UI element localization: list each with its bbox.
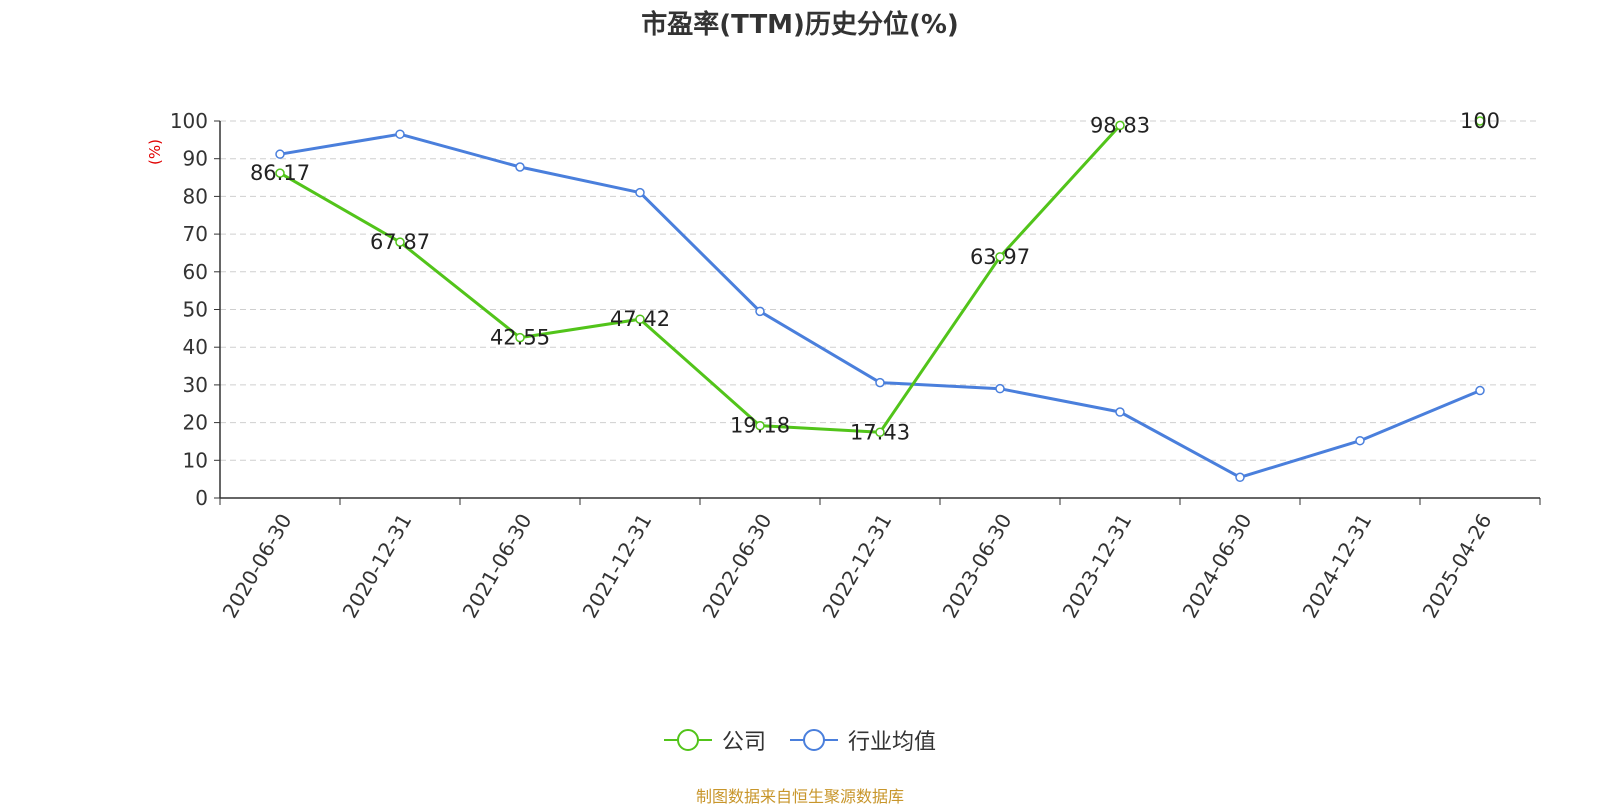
legend-item-industry[interactable]: 行业均值 bbox=[790, 724, 936, 756]
data-point-company bbox=[515, 332, 525, 343]
legend: 公司 行业均值 bbox=[0, 724, 1600, 756]
data-label: 100 bbox=[1460, 109, 1500, 133]
x-tick-label: 2023-12-31 bbox=[1058, 510, 1137, 623]
y-tick-label: 40 bbox=[183, 335, 208, 359]
axes: 0 10 20 30 40 50 60 70 80 90 100 2020-06-30 2020-12-… bbox=[170, 109, 1541, 623]
x-tick-label: 2024-12-31 bbox=[1298, 510, 1377, 623]
legend-label-company: 公司 bbox=[721, 730, 766, 755]
x-tick-label: 2022-12-31 bbox=[818, 510, 897, 623]
data-point-company bbox=[395, 237, 405, 247]
x-tick-label: 2021-06-30 bbox=[458, 510, 537, 623]
data-label: 47.42 bbox=[610, 307, 670, 331]
y-tick-label: 20 bbox=[183, 411, 208, 435]
data-point-industry bbox=[755, 306, 765, 317]
data-point-company bbox=[755, 420, 765, 431]
legend-marker-industry-icon bbox=[790, 729, 838, 751]
y-axis-label: (%) bbox=[146, 139, 164, 165]
legend-item-company[interactable]: 公司 bbox=[663, 724, 766, 756]
data-point-industry bbox=[395, 129, 405, 139]
data-point-company bbox=[635, 314, 645, 324]
gridlines bbox=[220, 120, 1540, 461]
x-tick-label: 2022-06-30 bbox=[698, 510, 777, 623]
data-point-company bbox=[275, 168, 285, 178]
x-tick-label: 2020-06-30 bbox=[218, 510, 297, 623]
legend-marker-company-icon bbox=[663, 729, 712, 751]
chart-title: 市盈率(TTM)历史分位(%) bbox=[641, 10, 959, 40]
data-point-industry bbox=[1115, 407, 1125, 417]
series-lines bbox=[275, 116, 1485, 483]
data-point-company bbox=[1475, 116, 1485, 126]
data-point-industry bbox=[1235, 472, 1245, 483]
source-note: 制图数据来自恒生聚源数据库 bbox=[695, 787, 904, 806]
data-point-industry bbox=[875, 377, 885, 388]
y-tick-label: 90 bbox=[183, 147, 208, 171]
data-point-company bbox=[995, 252, 1005, 262]
data-label: 63.97 bbox=[970, 245, 1030, 269]
data-label: 86.17 bbox=[250, 161, 310, 185]
x-tick-label: 2025-04-26 bbox=[1418, 510, 1497, 623]
data-label: 98.83 bbox=[1090, 113, 1150, 137]
x-tick-label: 2021-12-31 bbox=[578, 510, 657, 623]
data-label: 17.43 bbox=[850, 420, 910, 444]
x-tick-label: 2020-12-31 bbox=[338, 510, 417, 623]
data-label: 67.87 bbox=[370, 230, 430, 254]
y-tick-label: 10 bbox=[183, 448, 208, 472]
data-point-company bbox=[1115, 120, 1125, 131]
data-label: 19.18 bbox=[730, 414, 790, 438]
y-tick-label: 70 bbox=[183, 222, 208, 246]
data-point-industry bbox=[995, 383, 1005, 394]
y-tick-label: 100 bbox=[170, 109, 208, 133]
legend-label-industry: 行业均值 bbox=[848, 730, 937, 755]
y-tick-label: 80 bbox=[183, 184, 208, 208]
data-point-industry bbox=[515, 162, 525, 172]
data-point-industry bbox=[635, 187, 645, 198]
x-tick-label: 2024-06-30 bbox=[1178, 510, 1257, 623]
data-label: 42.55 bbox=[490, 326, 550, 350]
data-point-industry bbox=[275, 149, 285, 159]
data-point-industry bbox=[1475, 385, 1485, 396]
y-tick-label: 60 bbox=[183, 260, 208, 284]
y-tick-label: 30 bbox=[183, 373, 208, 397]
y-tick-label: 50 bbox=[183, 298, 208, 322]
data-labels: 86.17 67.87 42.55 47.42 19.18 17.43 63.97 98.83… bbox=[250, 109, 1500, 444]
y-tick-label: 0 bbox=[195, 486, 208, 510]
x-tick-label: 2023-06-30 bbox=[938, 510, 1017, 623]
data-point-industry bbox=[1355, 435, 1365, 446]
data-point-company bbox=[875, 427, 885, 438]
